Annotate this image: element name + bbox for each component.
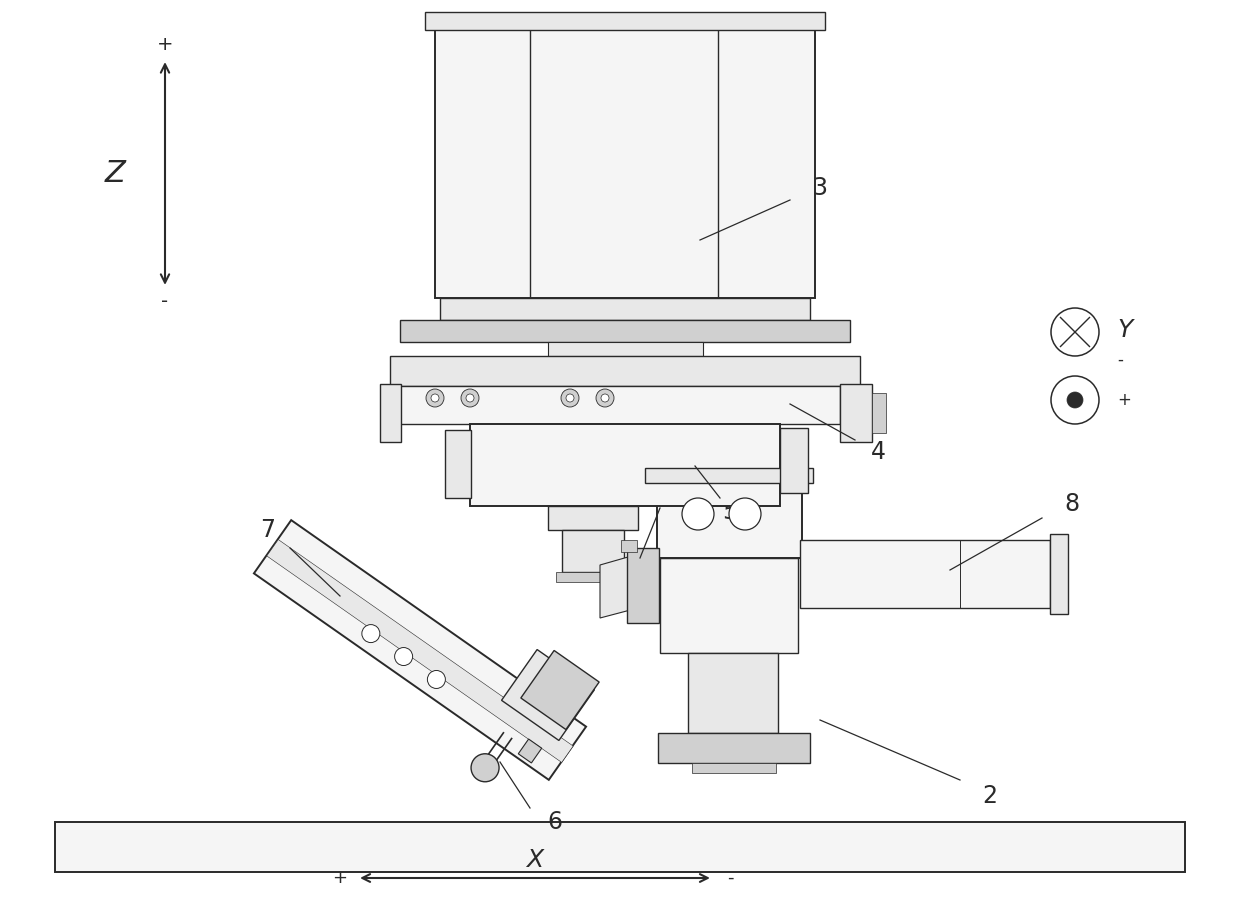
- Bar: [435, 18, 815, 298]
- Polygon shape: [521, 650, 599, 729]
- Circle shape: [596, 389, 614, 407]
- Polygon shape: [254, 520, 587, 780]
- Circle shape: [1052, 308, 1099, 356]
- Text: Z: Z: [104, 159, 125, 187]
- Circle shape: [1066, 392, 1083, 408]
- Text: 2: 2: [982, 784, 997, 808]
- Polygon shape: [600, 555, 639, 618]
- Bar: [562, 530, 624, 572]
- Circle shape: [601, 394, 609, 402]
- Circle shape: [565, 394, 574, 402]
- Circle shape: [682, 498, 714, 530]
- Bar: [627, 548, 658, 623]
- Polygon shape: [518, 739, 542, 763]
- Circle shape: [466, 394, 474, 402]
- Text: +: +: [332, 869, 347, 887]
- Bar: [556, 572, 630, 582]
- Bar: [425, 12, 825, 30]
- Bar: [688, 653, 777, 733]
- Bar: [440, 298, 810, 320]
- Circle shape: [729, 498, 761, 530]
- Text: 6: 6: [548, 810, 563, 834]
- Bar: [872, 393, 887, 433]
- Bar: [470, 424, 780, 506]
- Text: 9: 9: [665, 480, 680, 504]
- Circle shape: [362, 625, 379, 643]
- Circle shape: [461, 389, 479, 407]
- Bar: [548, 342, 703, 356]
- Circle shape: [427, 389, 444, 407]
- Bar: [839, 384, 872, 442]
- Text: 3: 3: [812, 176, 827, 200]
- Circle shape: [1052, 376, 1099, 424]
- Text: -: -: [1117, 351, 1123, 369]
- Text: X: X: [527, 848, 543, 872]
- Bar: [621, 540, 637, 552]
- Circle shape: [432, 394, 439, 402]
- Circle shape: [394, 647, 413, 666]
- Bar: [391, 356, 861, 386]
- Text: -: -: [161, 292, 169, 311]
- Bar: [658, 733, 810, 763]
- Bar: [1050, 534, 1068, 614]
- Bar: [780, 428, 808, 493]
- Text: 8: 8: [1064, 492, 1080, 516]
- Polygon shape: [267, 539, 573, 763]
- Bar: [55, 822, 1185, 872]
- Bar: [692, 763, 776, 773]
- Text: 5: 5: [723, 500, 738, 524]
- Text: +: +: [156, 35, 174, 54]
- Bar: [660, 558, 799, 653]
- Text: 4: 4: [870, 440, 885, 464]
- Bar: [657, 480, 802, 558]
- Text: +: +: [1117, 391, 1131, 409]
- Bar: [445, 430, 471, 498]
- Text: -: -: [727, 869, 733, 887]
- Bar: [401, 320, 849, 342]
- Bar: [548, 506, 639, 530]
- Bar: [401, 386, 839, 424]
- Circle shape: [471, 754, 498, 782]
- Bar: [645, 468, 813, 483]
- Bar: [800, 540, 1050, 608]
- Bar: [379, 384, 401, 442]
- Text: Y: Y: [1117, 318, 1132, 342]
- Polygon shape: [501, 649, 594, 740]
- Circle shape: [428, 670, 445, 688]
- Text: 7: 7: [260, 518, 275, 542]
- Circle shape: [560, 389, 579, 407]
